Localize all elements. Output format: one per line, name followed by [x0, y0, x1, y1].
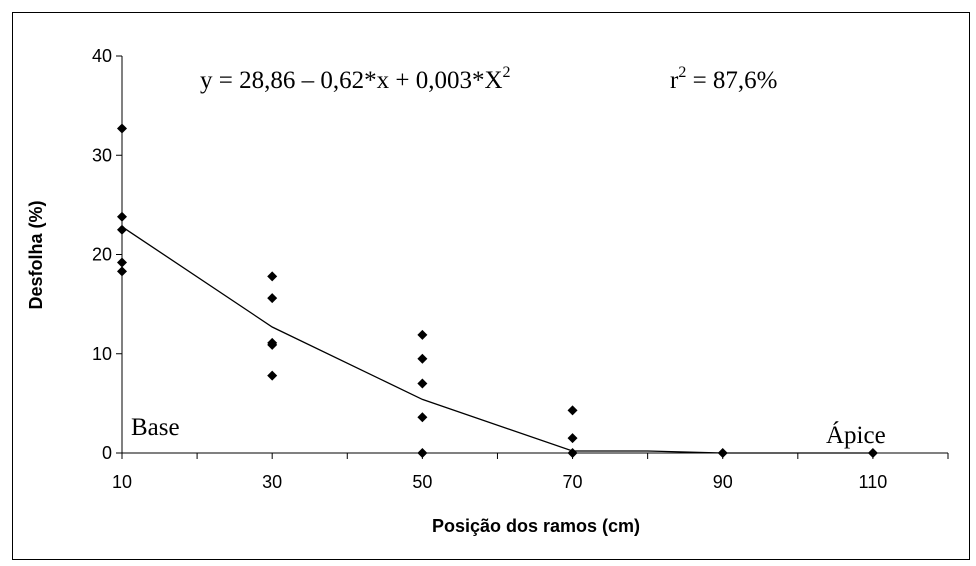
- data-point-marker: [267, 339, 278, 350]
- x-axis-title: Posição dos ramos (cm): [432, 516, 640, 536]
- y-tick-label: 30: [92, 145, 112, 165]
- x-tick-label: 50: [412, 472, 432, 492]
- data-point-marker: [567, 405, 578, 416]
- chart-frame: [12, 12, 970, 560]
- regression-equation: y = 28,86 – 0,62*x + 0,003*X2: [200, 64, 511, 94]
- data-point-marker: [417, 378, 428, 389]
- data-point-marker: [567, 433, 578, 444]
- axes: [121, 56, 948, 454]
- data-point-marker: [417, 353, 428, 364]
- data-point-marker: [117, 257, 127, 268]
- r-squared-label: r2 = 87,6%: [670, 64, 778, 94]
- regression-curve: [121, 226, 873, 454]
- data-point-marker: [267, 293, 278, 304]
- data-point-marker: [417, 329, 428, 340]
- y-tick-label: 20: [92, 245, 112, 265]
- x-ticks: 10 30 50 70 90 110: [112, 453, 949, 492]
- data-point-marker: [567, 448, 578, 458]
- y-axis-title: Desfolha (%): [26, 200, 46, 309]
- x-tick-label: 110: [859, 472, 888, 492]
- data-point-marker: [417, 412, 428, 423]
- data-point-marker: [117, 224, 127, 235]
- y-ticks: 0 10 20 30 40: [92, 46, 122, 463]
- data-point-marker: [117, 211, 127, 222]
- x-tick-label: 90: [713, 472, 733, 492]
- x-tick-label: 70: [563, 472, 583, 492]
- y-tick-label: 40: [92, 46, 112, 66]
- y-tick-label: 10: [92, 344, 112, 364]
- x-tick-label: 30: [262, 472, 282, 492]
- data-point-marker: [267, 271, 278, 282]
- y-tick-label: 0: [102, 443, 112, 463]
- data-point-marker: [267, 370, 278, 381]
- x-tick-label: 10: [112, 472, 132, 492]
- base-annotation: Base: [131, 414, 180, 441]
- data-point-marker: [117, 123, 127, 134]
- data-point-marker: [867, 448, 878, 458]
- apice-annotation: Ápice: [826, 421, 886, 449]
- data-points: [117, 123, 878, 458]
- data-point-marker: [117, 266, 127, 277]
- data-point-marker: [717, 448, 728, 458]
- data-point-marker: [417, 448, 428, 458]
